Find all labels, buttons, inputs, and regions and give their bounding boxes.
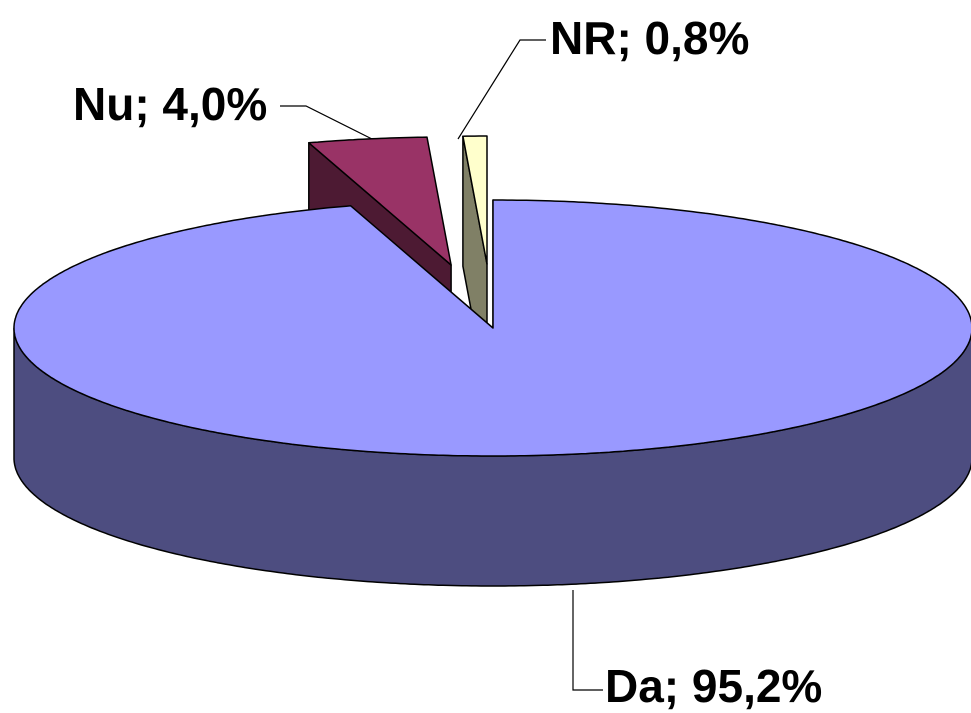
slice [308, 136, 452, 266]
data-label: Nu; 4,0% [73, 78, 267, 130]
leader-line [572, 590, 603, 691]
slice [13, 199, 971, 457]
slice [462, 135, 488, 265]
leader-line [280, 105, 373, 140]
leader-line [457, 39, 546, 140]
data-label: NR; 0,8% [550, 12, 749, 64]
data-label: Da; 95,2% [605, 660, 822, 712]
